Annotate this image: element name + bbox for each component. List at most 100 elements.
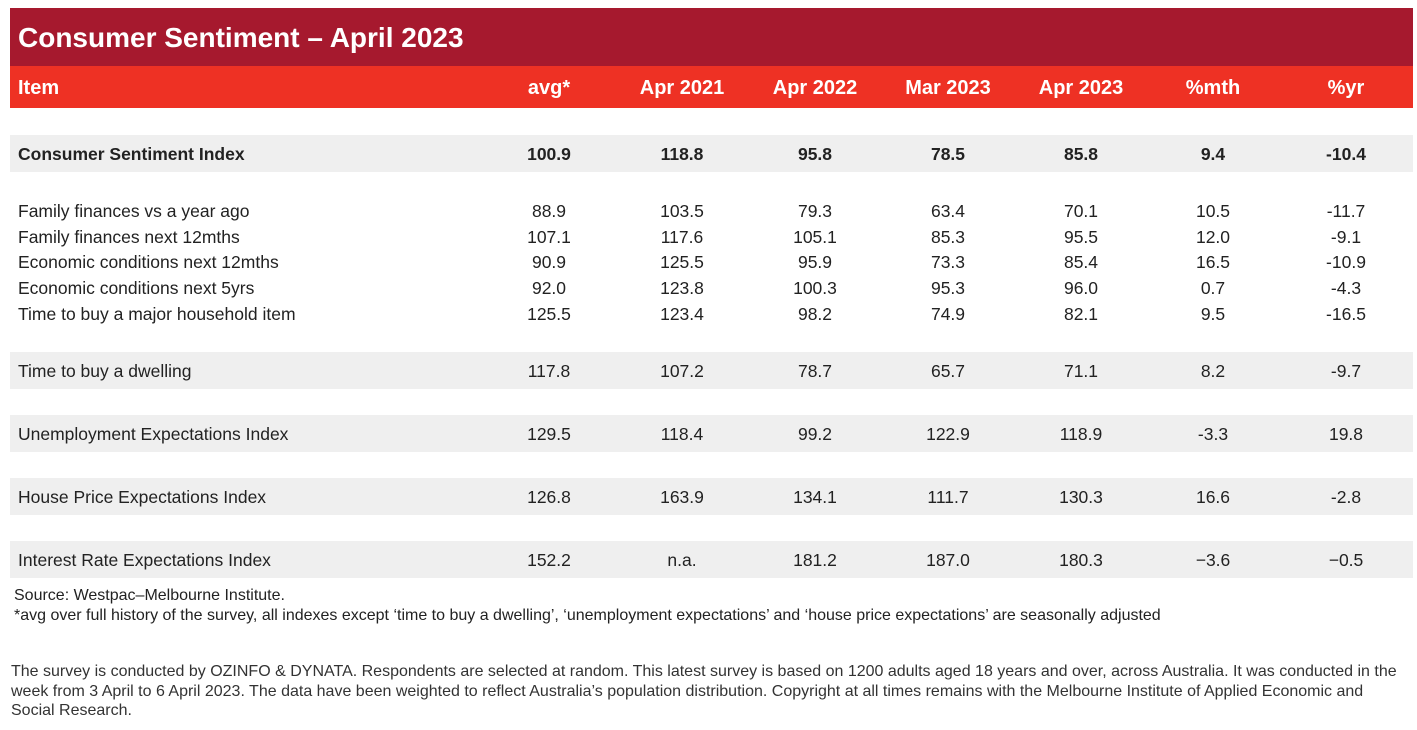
cell-value: -10.9 <box>1326 252 1366 273</box>
cell-value: -9.7 <box>1330 360 1362 381</box>
source: Source: Westpac–Melbourne Institute. <box>14 587 285 604</box>
cell-value: 107.2 <box>660 360 704 381</box>
cell-value: 134.1 <box>793 486 837 507</box>
cell-value: 9.5 <box>1200 303 1226 324</box>
cell-value: 111.7 <box>927 486 969 507</box>
cell-value: -2.8 <box>1330 486 1362 507</box>
cell-value: 85.4 <box>1063 252 1099 273</box>
cell-value: 122.9 <box>926 423 970 444</box>
row-band <box>10 478 1413 515</box>
cell-value: -16.5 <box>1326 303 1366 324</box>
cell-value: 123.8 <box>660 278 704 299</box>
cell-value: 118.4 <box>660 423 704 444</box>
cell-value: 12.0 <box>1195 226 1231 247</box>
cell-value: 125.5 <box>660 252 704 273</box>
cell-value: 95.8 <box>797 143 833 164</box>
cell-value: 10.5 <box>1195 201 1231 221</box>
cell-value: 96.0 <box>1063 278 1099 299</box>
cell-value: 118.9 <box>1059 423 1103 444</box>
cell-value: 16.6 <box>1195 486 1231 507</box>
cell-value: 125.5 <box>527 303 571 324</box>
row-label: Unemployment Expectations Index <box>18 423 289 444</box>
cell-value: 70.1 <box>1063 201 1099 221</box>
cell-value: -11.7 <box>1326 201 1366 221</box>
cell-value: 16.5 <box>1195 252 1231 273</box>
cell-value: 123.4 <box>660 303 704 324</box>
cell-value: 152.2 <box>527 549 571 570</box>
row-band <box>10 135 1413 172</box>
row-band <box>10 415 1413 452</box>
cell-value: 79.3 <box>797 201 833 221</box>
cell-value: 88.9 <box>531 201 567 221</box>
cell-value: 19.8 <box>1328 423 1364 444</box>
cell-value: 117.6 <box>660 226 704 247</box>
row-label: Consumer Sentiment Index <box>18 143 245 164</box>
column-header: Apr 2023 <box>1038 77 1124 99</box>
column-header: %yr <box>1327 77 1365 99</box>
title: Consumer Sentiment – April 2023 <box>18 22 464 53</box>
cell-value: 181.2 <box>793 549 837 570</box>
cell-value: -9.1 <box>1330 226 1362 247</box>
cell-value: 99.2 <box>797 423 833 444</box>
cell-value: 92.0 <box>531 278 567 299</box>
cell-value: 85.8 <box>1063 143 1099 164</box>
cell-value: 63.4 <box>930 201 966 221</box>
cell-value: 130.3 <box>1059 486 1103 507</box>
column-header: %mth <box>1185 77 1241 99</box>
cell-value: 163.9 <box>660 486 704 507</box>
column-header: Item <box>18 77 60 99</box>
cell-value: 117.8 <box>527 360 571 381</box>
cell-value: 78.7 <box>797 360 833 381</box>
cell-value: 82.1 <box>1063 303 1099 324</box>
cell-value: 95.9 <box>797 252 833 273</box>
cell-value: 95.5 <box>1063 226 1099 247</box>
row-label: Family finances vs a year ago <box>18 201 250 221</box>
cell-value: 107.1 <box>527 226 571 247</box>
column-header: Mar 2023 <box>905 77 991 99</box>
cell-value: -4.3 <box>1330 278 1362 299</box>
column-header: Apr 2022 <box>772 77 858 99</box>
row-label: Time to buy a dwelling <box>18 360 192 381</box>
row-label: Time to buy a major household item <box>18 303 296 324</box>
cell-value: 100.3 <box>793 278 837 299</box>
cell-value: -3.3 <box>1197 423 1229 444</box>
row-label: Economic conditions next 12mths <box>18 252 279 273</box>
cell-value: 74.9 <box>930 303 966 324</box>
footnote: *avg over full history of the survey, al… <box>14 607 1161 624</box>
cell-value: 65.7 <box>930 360 966 381</box>
header-bar <box>10 66 1413 108</box>
cell-value: 73.3 <box>930 252 966 273</box>
methodology: The survey is conducted by OZINFO & DYNA… <box>11 663 1397 719</box>
cell-value: 9.4 <box>1200 143 1226 164</box>
row-label: Family finances next 12mths <box>18 226 240 247</box>
cell-value: 103.5 <box>660 201 704 221</box>
cell-value: n.a. <box>667 549 697 570</box>
row-label: Interest Rate Expectations Index <box>18 549 271 570</box>
cell-value: 71.1 <box>1063 360 1099 381</box>
row-label: Economic conditions next 5yrs <box>18 278 255 299</box>
column-header: Apr 2021 <box>639 77 725 99</box>
cell-value: 126.8 <box>527 486 571 507</box>
row-band <box>10 541 1413 578</box>
cell-value: 118.8 <box>660 143 704 164</box>
cell-value: −0.5 <box>1328 549 1364 570</box>
cell-value: 98.2 <box>797 303 833 324</box>
cell-value: 85.3 <box>930 226 966 247</box>
cell-value: −3.6 <box>1195 549 1231 570</box>
cell-value: 90.9 <box>531 252 567 273</box>
title-bar <box>10 8 1413 66</box>
cell-value: 8.2 <box>1200 360 1226 381</box>
cell-value: 180.3 <box>1059 549 1103 570</box>
cell-value: 78.5 <box>930 143 966 164</box>
cell-value: 95.3 <box>930 278 966 299</box>
row-label: House Price Expectations Index <box>18 486 267 507</box>
row-band <box>10 352 1413 389</box>
cell-value: 100.9 <box>527 143 571 164</box>
cell-value: 129.5 <box>527 423 571 444</box>
column-header: avg* <box>527 77 571 99</box>
cell-value: -10.4 <box>1326 143 1366 164</box>
cell-value: 187.0 <box>926 549 970 570</box>
cell-value: 105.1 <box>793 226 837 247</box>
cell-value: 0.7 <box>1200 278 1226 299</box>
